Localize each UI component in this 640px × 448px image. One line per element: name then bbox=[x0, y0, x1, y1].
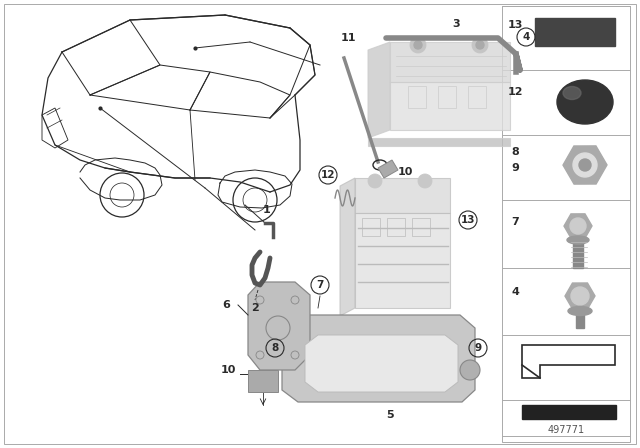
Bar bbox=[468, 86, 486, 108]
Text: 2: 2 bbox=[251, 303, 259, 313]
Circle shape bbox=[418, 174, 432, 188]
Circle shape bbox=[579, 159, 591, 171]
Bar bbox=[522, 405, 616, 419]
Polygon shape bbox=[282, 315, 475, 402]
Text: 9: 9 bbox=[511, 163, 519, 173]
Bar bbox=[387, 218, 405, 236]
Bar bbox=[248, 370, 278, 392]
Bar bbox=[502, 6, 630, 442]
Text: 8: 8 bbox=[511, 147, 519, 157]
Circle shape bbox=[414, 41, 422, 49]
Text: 4: 4 bbox=[511, 287, 519, 297]
Polygon shape bbox=[355, 213, 450, 308]
Ellipse shape bbox=[563, 86, 581, 99]
Text: 7: 7 bbox=[511, 217, 519, 227]
Text: 5: 5 bbox=[386, 410, 394, 420]
Polygon shape bbox=[378, 160, 398, 178]
Bar bbox=[535, 18, 615, 46]
Text: 8: 8 bbox=[271, 343, 278, 353]
Bar bbox=[576, 311, 584, 328]
Text: 13: 13 bbox=[461, 215, 476, 225]
Polygon shape bbox=[390, 42, 510, 82]
Text: 9: 9 bbox=[474, 343, 481, 353]
Polygon shape bbox=[340, 178, 355, 316]
Text: 4: 4 bbox=[522, 32, 530, 42]
Circle shape bbox=[476, 41, 484, 49]
Circle shape bbox=[410, 37, 426, 53]
Text: 7: 7 bbox=[316, 280, 324, 290]
Circle shape bbox=[368, 174, 382, 188]
Bar bbox=[408, 86, 426, 108]
Text: 12: 12 bbox=[508, 87, 523, 97]
Ellipse shape bbox=[568, 306, 592, 315]
Text: 12: 12 bbox=[321, 170, 335, 180]
Text: 13: 13 bbox=[508, 20, 523, 30]
Polygon shape bbox=[305, 335, 458, 392]
Bar bbox=[438, 86, 456, 108]
Circle shape bbox=[571, 287, 589, 305]
Polygon shape bbox=[368, 138, 510, 146]
Circle shape bbox=[573, 153, 597, 177]
Text: 497771: 497771 bbox=[547, 425, 584, 435]
Polygon shape bbox=[248, 282, 310, 370]
Text: 10: 10 bbox=[220, 365, 236, 375]
Bar bbox=[412, 218, 430, 236]
Text: 11: 11 bbox=[340, 33, 356, 43]
Text: 3: 3 bbox=[452, 19, 460, 29]
Polygon shape bbox=[368, 42, 390, 138]
Text: 1: 1 bbox=[263, 205, 271, 215]
Polygon shape bbox=[355, 178, 450, 213]
Bar bbox=[362, 218, 380, 236]
Circle shape bbox=[472, 37, 488, 53]
Circle shape bbox=[460, 360, 480, 380]
Polygon shape bbox=[390, 82, 510, 130]
Circle shape bbox=[570, 218, 586, 234]
Text: 6: 6 bbox=[222, 300, 230, 310]
Text: 10: 10 bbox=[397, 167, 413, 177]
Ellipse shape bbox=[567, 236, 589, 244]
Bar bbox=[573, 240, 583, 268]
Ellipse shape bbox=[557, 80, 613, 124]
